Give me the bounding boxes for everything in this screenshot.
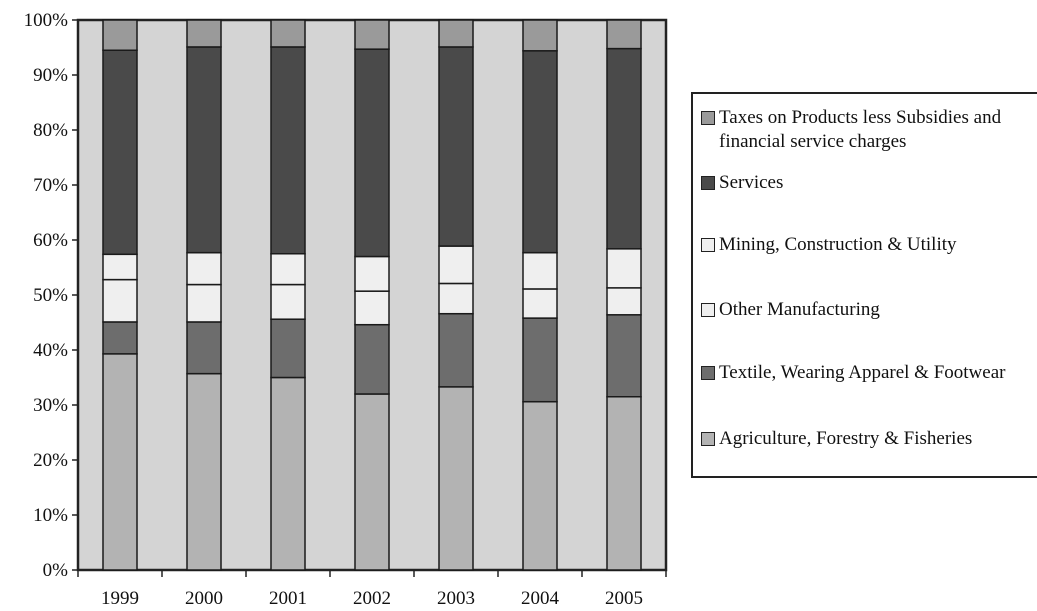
bar-segment bbox=[522, 50, 558, 254]
x-tick-label: 2005 bbox=[605, 588, 643, 609]
legend-item-agriculture: Agriculture, Forestry & Fisheries bbox=[701, 427, 972, 451]
bar-segment bbox=[438, 245, 474, 285]
bars-layer bbox=[102, 19, 642, 571]
bar-segment bbox=[270, 19, 306, 48]
bar-segment bbox=[438, 46, 474, 247]
bar-segment bbox=[522, 400, 558, 571]
bar-segment bbox=[438, 282, 474, 315]
legend-swatch bbox=[701, 432, 715, 446]
legend-swatch bbox=[701, 238, 715, 252]
bar-segment bbox=[354, 255, 390, 292]
bar-segment bbox=[606, 47, 642, 250]
bar-segment bbox=[270, 376, 306, 571]
x-tick-label: 2004 bbox=[521, 588, 560, 609]
bar-segment bbox=[606, 396, 642, 571]
y-tick-label: 40% bbox=[33, 340, 68, 361]
y-tick-label: 0% bbox=[43, 560, 69, 581]
bar-segment bbox=[522, 251, 558, 290]
bar-segment bbox=[522, 19, 558, 52]
y-tick-label: 20% bbox=[33, 450, 68, 471]
y-tick-label: 90% bbox=[33, 65, 68, 86]
y-tick-label: 30% bbox=[33, 395, 68, 416]
legend-label-line: Taxes on Products less Subsidies and bbox=[719, 107, 1002, 128]
bar-segment bbox=[186, 251, 222, 286]
legend-label: Taxes on Products less Subsidies and fin… bbox=[719, 106, 1001, 154]
bar-segment bbox=[354, 323, 390, 395]
legend-swatch bbox=[701, 176, 715, 190]
legend-label-line: financial service charges bbox=[719, 131, 907, 152]
legend-label: Services bbox=[719, 172, 784, 193]
legend-item-mining: Mining, Construction & Utility bbox=[701, 233, 957, 257]
bar-segment bbox=[102, 49, 138, 256]
legend-item-services: Services bbox=[701, 171, 783, 195]
bar-segment bbox=[186, 372, 222, 571]
bar-segment bbox=[270, 46, 306, 255]
bar-segment bbox=[354, 393, 390, 571]
bar-segment bbox=[270, 283, 306, 320]
bar-segment bbox=[270, 318, 306, 379]
x-tick-label: 2002 bbox=[353, 588, 391, 609]
x-tick-label: 2001 bbox=[269, 588, 307, 609]
x-tick-label: 1999 bbox=[101, 588, 139, 609]
y-tick-label: 100% bbox=[24, 10, 69, 31]
bar-segment bbox=[354, 290, 390, 326]
bar-segment bbox=[606, 248, 642, 289]
legend-label: Textile, Wearing Apparel & Footwear bbox=[719, 362, 1006, 383]
y-tick-label: 80% bbox=[33, 120, 68, 141]
x-tick-label: 2003 bbox=[437, 588, 475, 609]
axis-layer: 0% 10% 20% 30% 40% 50% 60% 70% 80% 90% 100% 1999 200… bbox=[24, 10, 667, 609]
y-tick-label: 10% bbox=[33, 505, 68, 526]
bar-segment bbox=[102, 353, 138, 571]
legend-label: Agriculture, Forestry & Fisheries bbox=[719, 428, 973, 449]
bar-segment bbox=[186, 19, 222, 48]
y-tick-label: 50% bbox=[33, 285, 68, 306]
bar-segment bbox=[102, 278, 138, 323]
bar-segment bbox=[438, 312, 474, 388]
x-tick-label: 2000 bbox=[185, 588, 223, 609]
bar-segment bbox=[354, 48, 390, 258]
bar-segment bbox=[606, 19, 642, 50]
legend-swatch bbox=[701, 303, 715, 317]
bar-segment bbox=[102, 253, 138, 281]
bar-segment bbox=[522, 317, 558, 403]
bar-segment bbox=[186, 46, 222, 254]
y-tick-label: 70% bbox=[33, 175, 68, 196]
legend: Taxes on Products less Subsidies and fin… bbox=[691, 92, 1037, 478]
bar-segment bbox=[186, 321, 222, 375]
legend-label: Mining, Construction & Utility bbox=[719, 234, 957, 255]
y-tick-label: 60% bbox=[33, 230, 68, 251]
bar-segment bbox=[606, 314, 642, 398]
bar-segment bbox=[102, 321, 138, 355]
legend-label: Other Manufacturing bbox=[719, 299, 880, 320]
bar-segment bbox=[522, 288, 558, 319]
bar-segment bbox=[354, 19, 390, 50]
legend-item-textile: Textile, Wearing Apparel & Footwear bbox=[701, 361, 1005, 385]
legend-item-taxes: Taxes on Products less Subsidies and fin… bbox=[701, 106, 1001, 154]
bar-segment bbox=[438, 386, 474, 571]
bar-segment bbox=[102, 19, 138, 51]
legend-swatch bbox=[701, 366, 715, 380]
bar-segment bbox=[186, 283, 222, 323]
bar-segment bbox=[270, 253, 306, 286]
bar-segment bbox=[606, 287, 642, 316]
legend-swatch bbox=[701, 111, 715, 125]
legend-item-other-manufacturing: Other Manufacturing bbox=[701, 298, 880, 322]
bar-segment bbox=[438, 19, 474, 48]
